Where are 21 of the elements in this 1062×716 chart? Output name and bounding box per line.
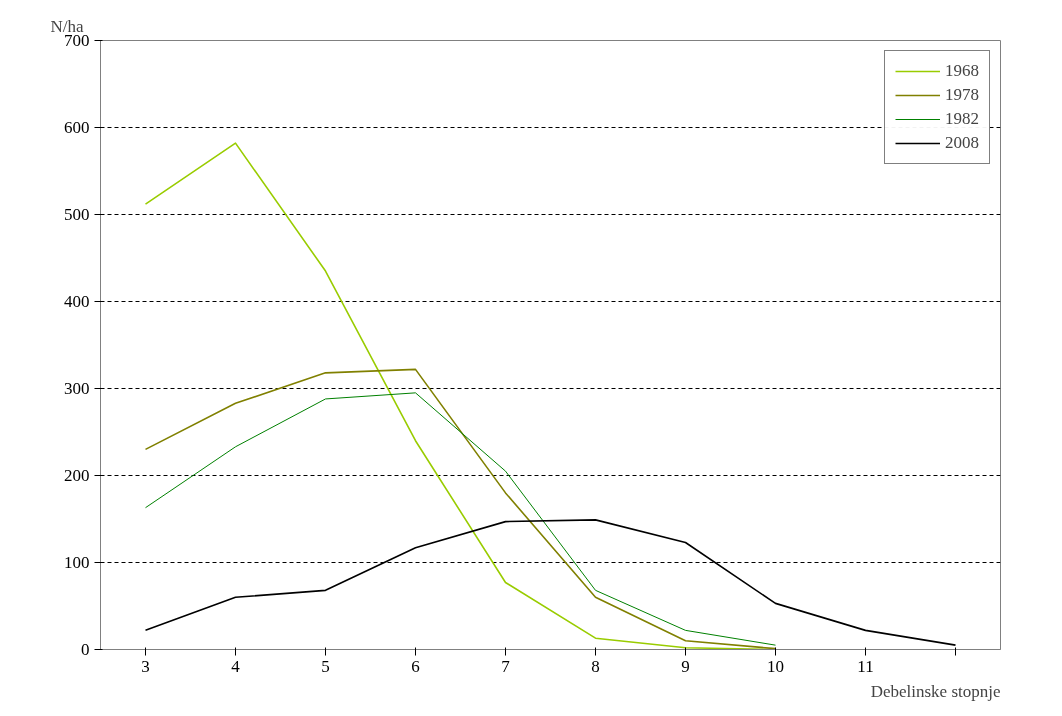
y-tick-label: 600 xyxy=(64,118,90,137)
legend-label: 1978 xyxy=(945,85,979,105)
y-tick-label: 0 xyxy=(81,640,90,659)
x-tick-label: 4 xyxy=(231,656,241,676)
x-tick-label: 5 xyxy=(321,656,330,676)
x-tick-label: 8 xyxy=(591,656,600,676)
legend-label: 1982 xyxy=(945,109,979,129)
y-tick-label: 100 xyxy=(64,553,90,572)
x-tick-label: 9 xyxy=(681,656,690,676)
x-tick-label: 7 xyxy=(501,656,511,676)
y-tick-label: 400 xyxy=(64,292,90,311)
y-tick-label: 300 xyxy=(64,379,90,398)
x-tick-label: 6 xyxy=(411,656,420,676)
legend-label: 2008 xyxy=(945,133,979,153)
x-tick-label: 10 xyxy=(767,656,784,676)
x-tick-label: 11 xyxy=(857,656,874,676)
y-tick-label: 500 xyxy=(64,205,90,224)
legend-label: 1968 xyxy=(945,61,979,81)
x-axis-title: Debelinske stopnje xyxy=(870,681,1001,701)
y-tick-label: 200 xyxy=(64,466,90,485)
x-tick-label: 3 xyxy=(141,656,150,676)
